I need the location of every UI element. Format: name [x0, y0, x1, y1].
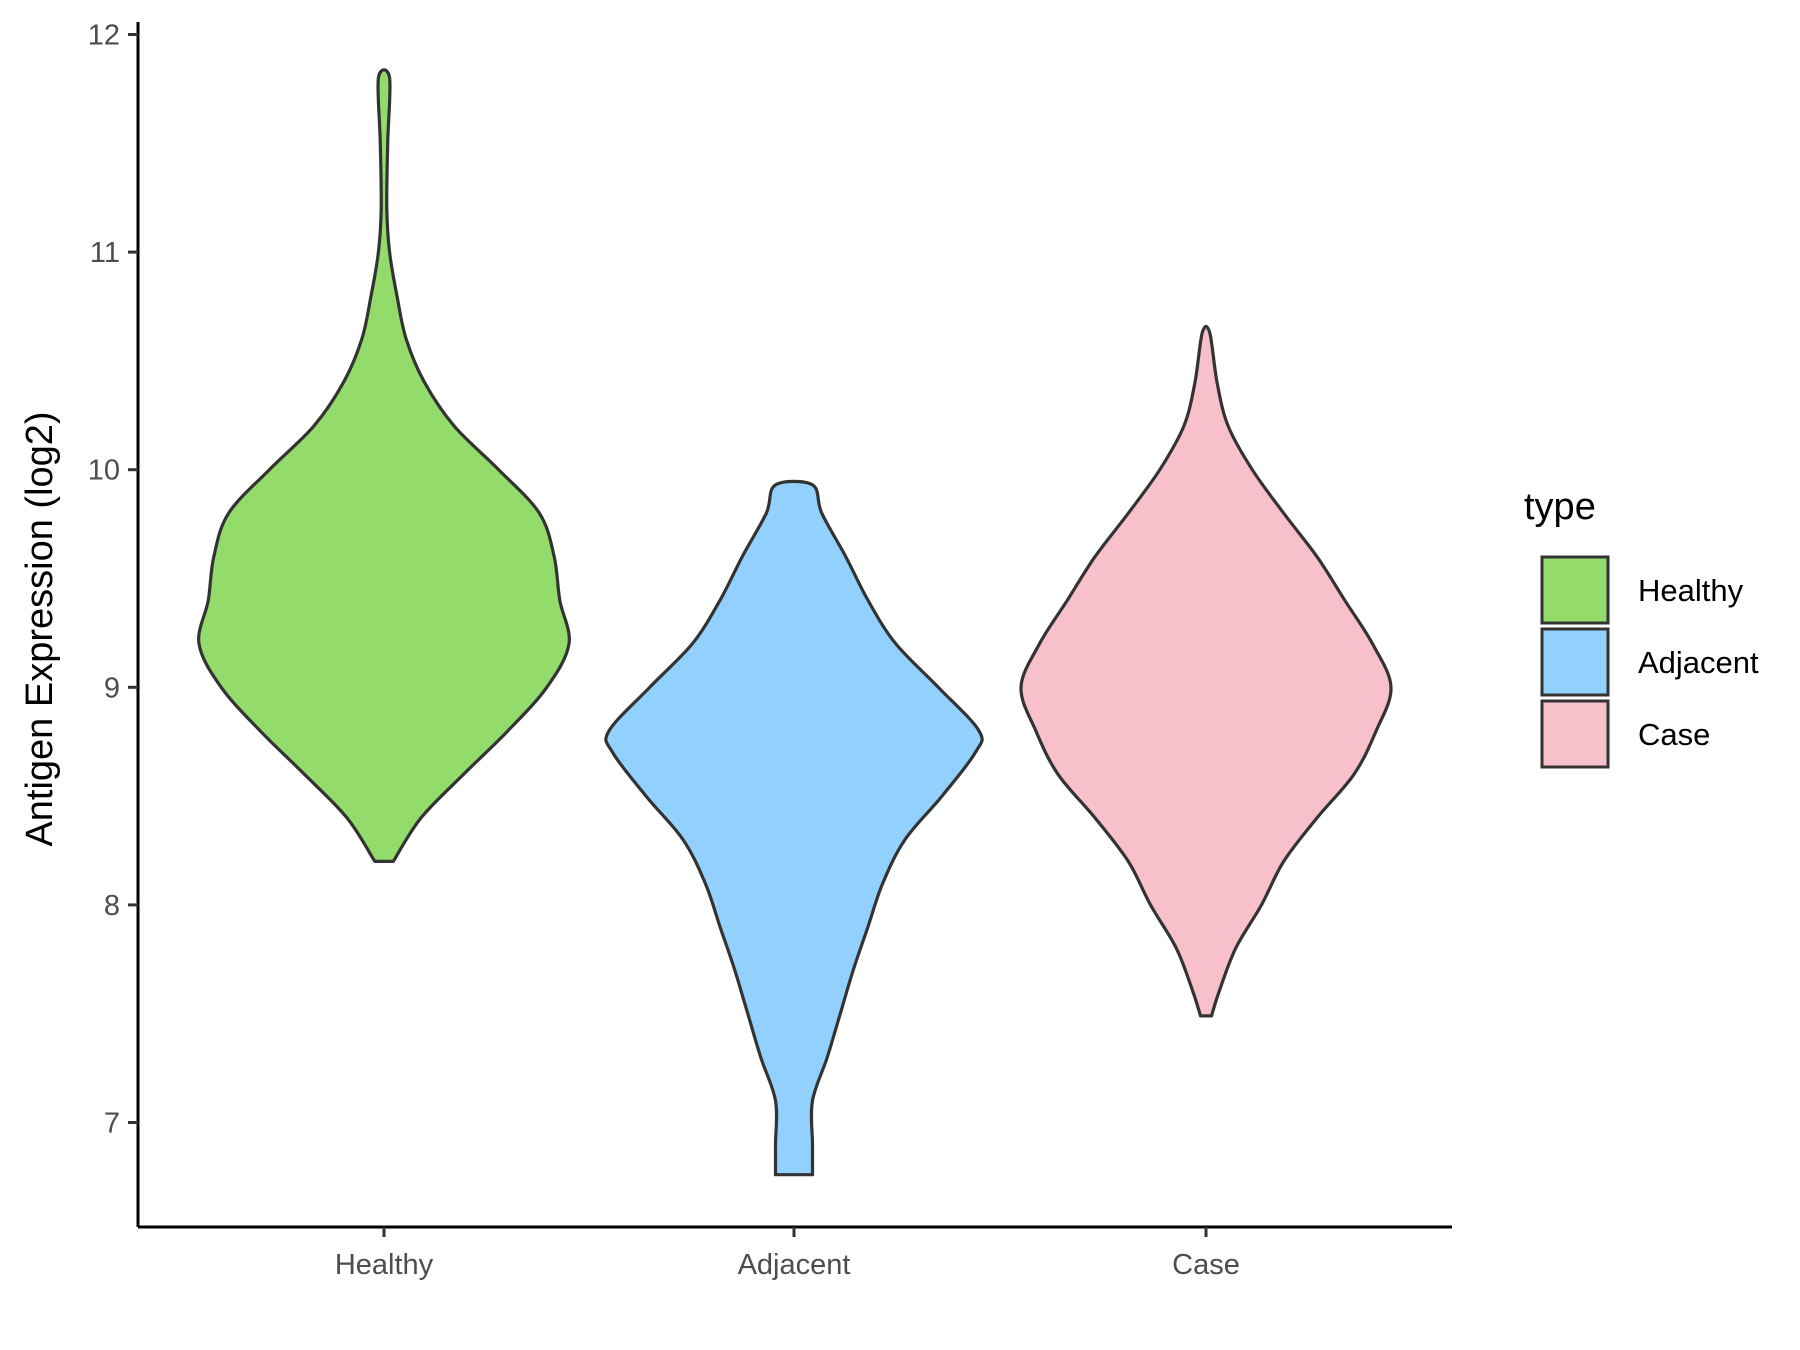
violin-case	[1019, 324, 1393, 1018]
legend-key-adjacent	[1540, 627, 1610, 697]
y-tick-label: 7	[104, 1108, 120, 1140]
legend-label-adjacent: Adjacent	[1638, 645, 1759, 680]
violin-healthy	[197, 68, 571, 863]
y-tick-label: 10	[88, 455, 120, 487]
y-axis-title: Antigen Expression (log2)	[19, 411, 61, 846]
y-tick-label: 12	[88, 20, 120, 52]
x-tick-label: Healthy	[335, 1249, 434, 1281]
y-tick-label: 8	[104, 890, 120, 922]
violin-adjacent	[604, 479, 984, 1177]
x-tick-label: Adjacent	[738, 1249, 851, 1281]
violin-layer	[197, 68, 1393, 1177]
legend-key-healthy	[1540, 555, 1610, 625]
y-tick-label: 9	[104, 672, 120, 704]
legend-label-healthy: Healthy	[1638, 573, 1744, 608]
legend-key-case	[1540, 699, 1610, 769]
legend-title: type	[1524, 486, 1596, 528]
y-tick-label: 11	[90, 237, 120, 269]
legend: type Healthy Adjacent Case	[1524, 486, 1759, 769]
legend-label-case: Case	[1638, 717, 1710, 752]
axes-layer: 7 8 9 10 11 12 Healthy Adjacent Case	[88, 20, 1452, 1281]
x-tick-label: Case	[1172, 1249, 1240, 1281]
